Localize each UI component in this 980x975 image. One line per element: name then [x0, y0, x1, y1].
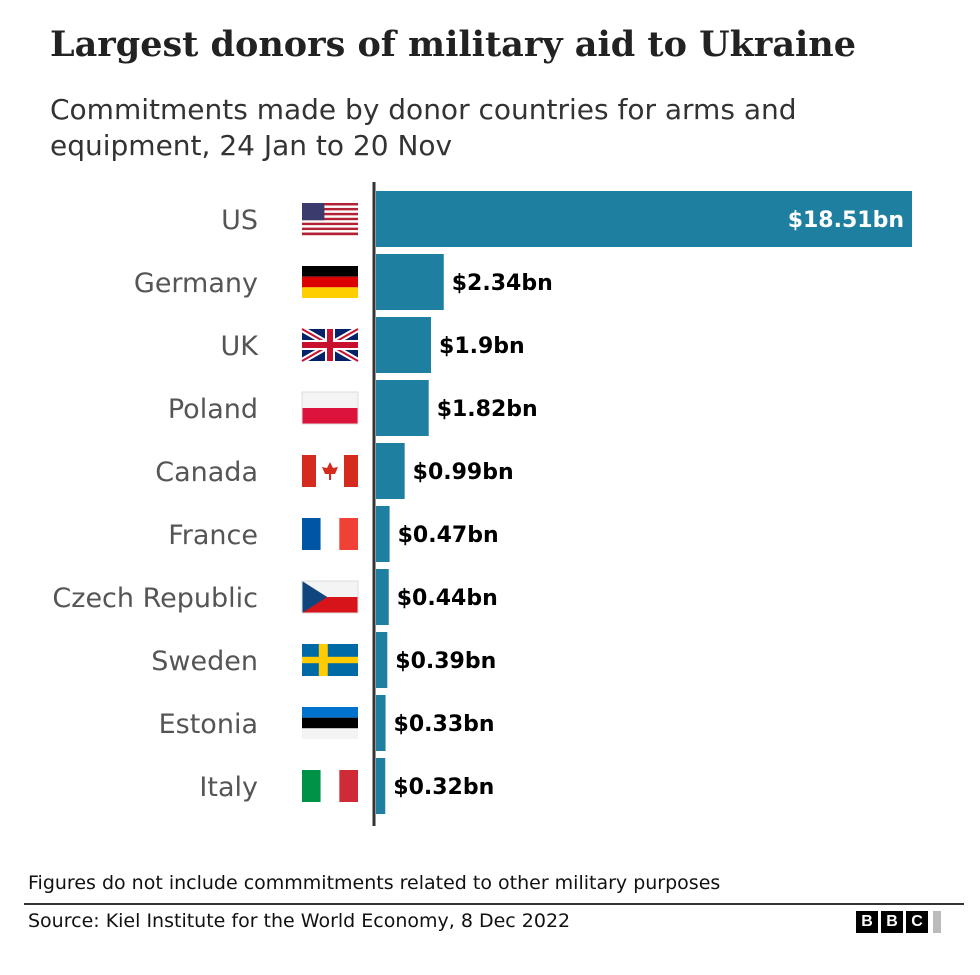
chart-source: Source: Kiel Institute for the World Eco… [28, 910, 571, 932]
bar [376, 695, 386, 751]
uk-flag-icon [300, 326, 360, 364]
chart-title: Largest donors of military aid to Ukrain… [50, 24, 857, 65]
category-label: US [221, 205, 258, 236]
chart-row: Poland $1.82bn [168, 380, 538, 436]
chart-footnote: Figures do not include commmitments rela… [28, 872, 721, 894]
bbc-logo-letter: C [906, 911, 928, 933]
bar [376, 506, 390, 562]
chart-row: UK $1.9bn [221, 317, 525, 373]
italy-flag-icon [302, 770, 358, 802]
bbc-logo-letter: B [856, 911, 878, 933]
chart-row: Canada $0.99bn [155, 443, 514, 499]
category-label: Sweden [151, 646, 258, 677]
value-label: $0.33bn [394, 712, 495, 737]
chart-row: Estonia $0.33bn [159, 695, 495, 751]
bar [376, 254, 444, 310]
value-label: $2.34bn [452, 271, 553, 296]
bar [376, 443, 405, 499]
value-label: $1.9bn [439, 334, 525, 359]
category-label: Poland [168, 394, 258, 425]
bbc-logo: B B C [856, 911, 941, 933]
category-label: Canada [155, 457, 258, 488]
value-label: $0.32bn [393, 775, 494, 800]
chart-subtitle: Commitments made by donor countries for … [50, 93, 797, 162]
value-label: $0.99bn [413, 460, 514, 485]
chart-row: France $0.47bn [168, 506, 499, 562]
value-label: $0.47bn [398, 523, 499, 548]
bar [376, 191, 912, 247]
category-label: Estonia [159, 709, 258, 740]
bar [376, 758, 386, 814]
value-label: $18.51bn [788, 208, 904, 233]
category-label: UK [221, 331, 260, 362]
chart-row: US $18.51bn [221, 191, 912, 247]
bar [376, 380, 429, 436]
category-label: Italy [199, 772, 258, 803]
france-flag-icon [302, 518, 358, 550]
value-label: $0.39bn [395, 649, 496, 674]
bar-chart: US $18.51bn Germany $2.34bn UK $1.9bn Poland $1… [52, 182, 912, 826]
category-label: Germany [134, 268, 258, 299]
bar [376, 569, 389, 625]
bar [376, 317, 432, 373]
us-flag-icon [302, 203, 358, 236]
category-label: Czech Republic [52, 583, 258, 614]
bbc-logo-letter: B [881, 911, 903, 933]
czech-flag-icon [301, 580, 359, 614]
germany-flag-icon [302, 266, 358, 298]
chart-row: Germany $2.34bn [134, 254, 553, 310]
canada-flag-icon [302, 455, 358, 487]
bar [376, 632, 388, 688]
chart-row: Sweden $0.39bn [151, 632, 496, 688]
value-label: $1.82bn [437, 397, 538, 422]
value-label: $0.44bn [397, 586, 498, 611]
chart-row: Italy $0.32bn [199, 758, 494, 814]
category-label: France [168, 520, 258, 551]
chart-row: Czech Republic $0.44bn [52, 569, 498, 625]
logo-dash [933, 911, 941, 933]
estonia-flag-icon [302, 707, 358, 739]
poland-flag-icon [301, 391, 359, 425]
sweden-flag-icon [302, 644, 358, 676]
footer-divider [24, 903, 964, 905]
